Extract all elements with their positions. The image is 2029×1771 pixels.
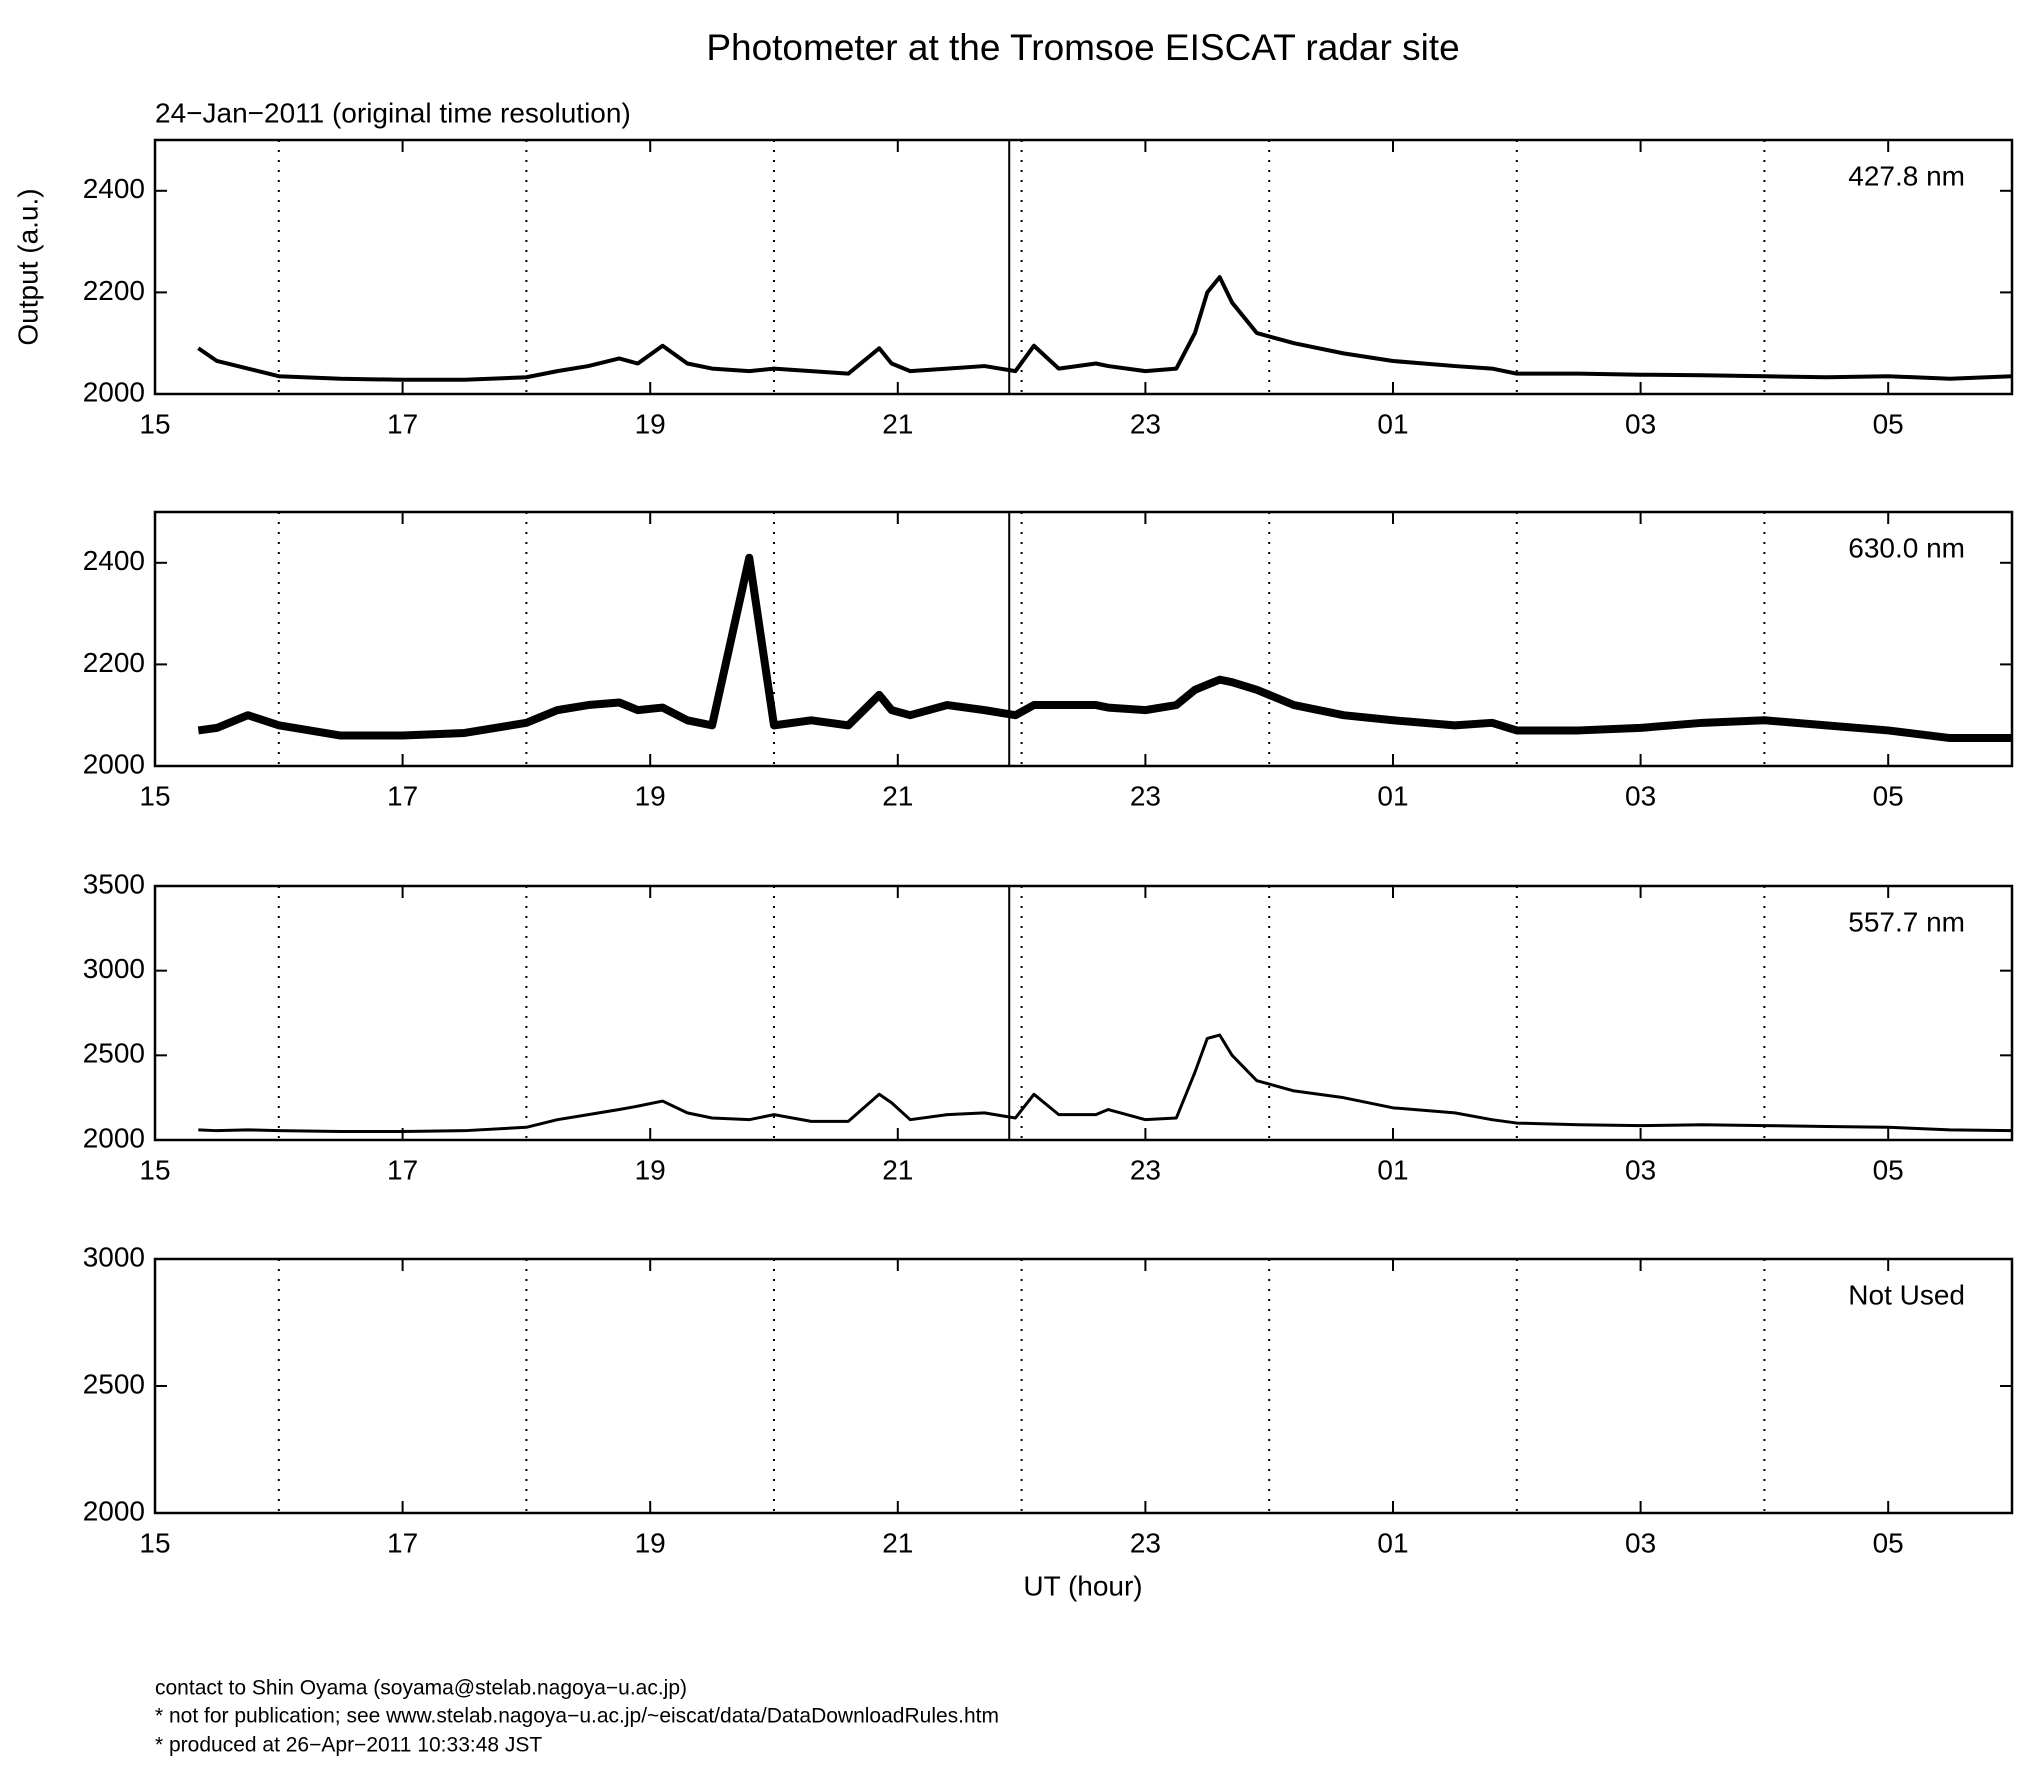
x-tick-label: 05 xyxy=(1873,1154,1904,1185)
y-tick-label: 2000 xyxy=(83,376,145,407)
plot-frame xyxy=(153,510,2014,768)
plot-frame xyxy=(153,138,2014,396)
x-tick-label: 15 xyxy=(139,1154,170,1185)
subtitle: 24−Jan−2011 (original time resolution) xyxy=(155,97,631,128)
x-tick-label: 05 xyxy=(1873,780,1904,811)
footer-line: * not for publication; see www.stelab.na… xyxy=(155,1705,999,1728)
data-line xyxy=(197,553,2012,743)
panel-annotation: Not Used xyxy=(1848,1279,1965,1310)
x-tick-label: 19 xyxy=(635,780,666,811)
y-tick-label: 2000 xyxy=(83,1122,145,1153)
panel-annotation: 630.0 nm xyxy=(1848,532,1965,563)
x-tick-label: 19 xyxy=(635,1154,666,1185)
y-tick-label: 2000 xyxy=(83,748,145,779)
x-tick-label: 05 xyxy=(1873,408,1904,439)
x-tick-label: 23 xyxy=(1130,408,1161,439)
x-tick-label: 01 xyxy=(1377,1527,1408,1558)
x-tick-label: 05 xyxy=(1873,1527,1904,1558)
y-tick-label: 2500 xyxy=(83,1038,145,1069)
y-tick-label: 2000 xyxy=(83,1495,145,1526)
y-tick-label: 3500 xyxy=(83,868,145,899)
x-tick-label: 17 xyxy=(387,408,418,439)
y-tick-label: 2400 xyxy=(83,545,145,576)
x-axis-label: UT (hour) xyxy=(1023,1570,1142,1601)
chart-title: Photometer at the Tromsoe EISCAT radar s… xyxy=(706,27,1459,68)
x-tick-label: 01 xyxy=(1377,780,1408,811)
footer-line: * produced at 26−Apr−2011 10:33:48 JST xyxy=(155,1734,542,1757)
data-line xyxy=(198,1033,2013,1134)
footer-line: contact to Shin Oyama (soyama@stelab.nag… xyxy=(155,1677,687,1700)
y-tick-label: 2400 xyxy=(83,173,145,204)
y-tick-label: 3000 xyxy=(83,1241,145,1272)
x-tick-label: 17 xyxy=(387,1154,418,1185)
x-tick-label: 15 xyxy=(139,780,170,811)
x-tick-label: 23 xyxy=(1130,1154,1161,1185)
x-tick-label: 03 xyxy=(1625,408,1656,439)
y-tick-label: 2200 xyxy=(83,647,145,678)
x-tick-label: 21 xyxy=(882,408,913,439)
panel-annotation: 427.8 nm xyxy=(1848,160,1965,191)
x-tick-label: 15 xyxy=(139,1527,170,1558)
x-tick-label: 21 xyxy=(882,1154,913,1185)
x-tick-label: 19 xyxy=(635,1527,666,1558)
x-tick-label: 03 xyxy=(1625,780,1656,811)
data-line xyxy=(197,275,2013,382)
x-tick-label: 15 xyxy=(139,408,170,439)
panel-annotation: 557.7 nm xyxy=(1848,906,1965,937)
x-tick-label: 23 xyxy=(1130,780,1161,811)
x-tick-label: 03 xyxy=(1625,1527,1656,1558)
x-tick-label: 21 xyxy=(882,1527,913,1558)
x-tick-label: 17 xyxy=(387,1527,418,1558)
y-tick-label: 2200 xyxy=(83,275,145,306)
x-tick-label: 01 xyxy=(1377,408,1408,439)
x-tick-label: 01 xyxy=(1377,1154,1408,1185)
x-tick-label: 19 xyxy=(635,408,666,439)
y-tick-label: 3000 xyxy=(83,953,145,984)
x-tick-label: 17 xyxy=(387,780,418,811)
x-tick-label: 21 xyxy=(882,780,913,811)
plot-frame xyxy=(153,884,2014,1142)
y-axis-label: Output (a.u.) xyxy=(12,188,43,345)
x-tick-label: 23 xyxy=(1130,1527,1161,1558)
y-tick-label: 2500 xyxy=(83,1368,145,1399)
plot-frame xyxy=(153,1257,2014,1515)
x-tick-label: 03 xyxy=(1625,1154,1656,1185)
